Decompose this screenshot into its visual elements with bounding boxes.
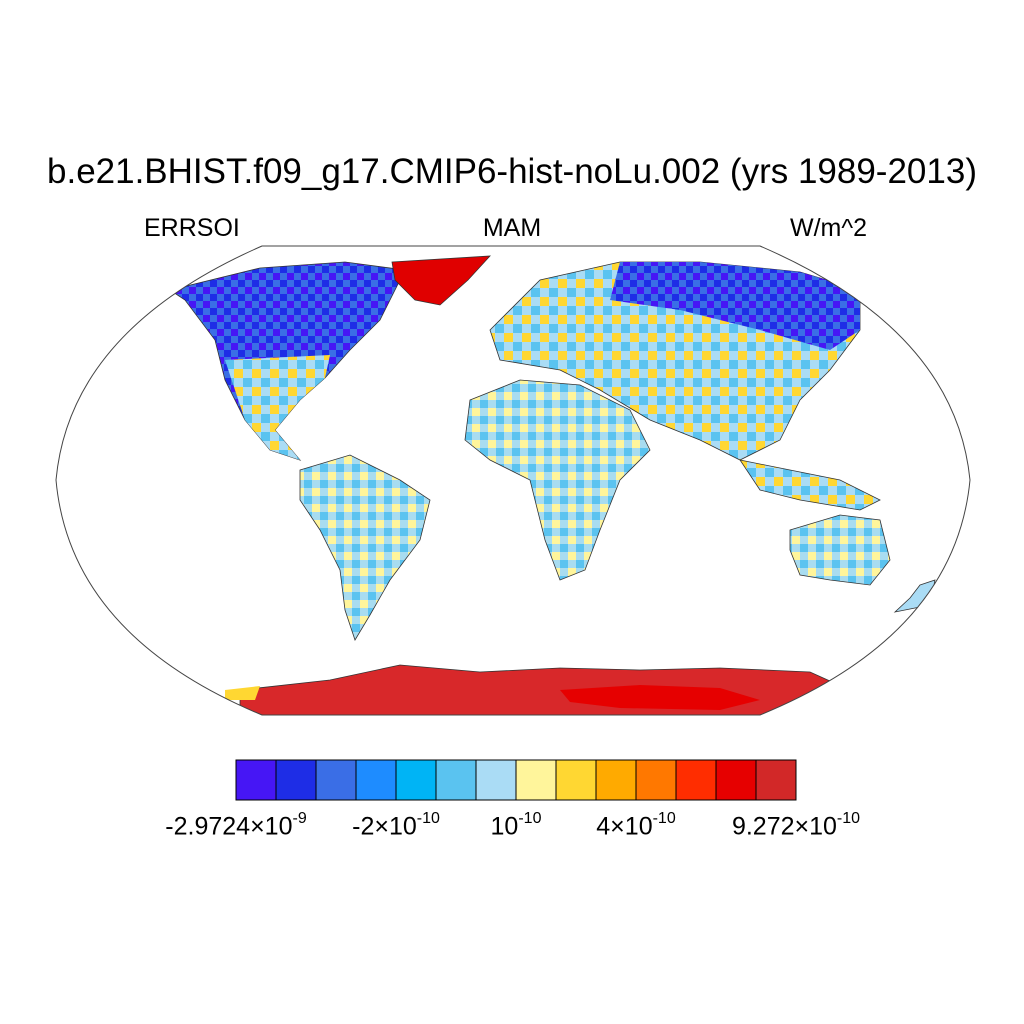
colorbar-box-13 xyxy=(755,759,797,801)
variable-name: ERRSOI xyxy=(144,214,240,242)
units-label: W/m^2 xyxy=(790,214,868,242)
colorbar-label-0: -2.9724×10-9 xyxy=(165,810,307,841)
plot-title: b.e21.BHIST.f09_g17.CMIP6-hist-noLu.002 … xyxy=(47,152,977,191)
colorbar-box-6 xyxy=(475,759,517,801)
southeast-asia xyxy=(739,459,881,511)
colorbar-label-4: 9.272×10-10 xyxy=(731,810,861,841)
colorbar-label-3: 4×10-10 xyxy=(596,810,676,841)
map-contents xyxy=(169,255,936,715)
map-outline xyxy=(55,245,971,716)
colorbar-box-2 xyxy=(315,759,357,801)
season-label: MAM xyxy=(482,214,542,242)
africa xyxy=(464,379,651,581)
colorbar-box-5 xyxy=(435,759,477,801)
colorbar-box-1 xyxy=(275,759,317,801)
colorbar-box-0 xyxy=(235,759,277,801)
colorbar-box-7 xyxy=(515,759,557,801)
south-america xyxy=(299,454,431,641)
colorbar-box-8 xyxy=(555,759,597,801)
greenland xyxy=(391,255,491,306)
colorbar-box-3 xyxy=(355,759,397,801)
colorbar-label-1: -2×10-10 xyxy=(352,810,440,841)
colorbar-box-10 xyxy=(635,759,677,801)
colorbar-box-9 xyxy=(595,759,637,801)
antarctica-interior xyxy=(560,685,760,710)
siberia xyxy=(610,262,860,350)
australia xyxy=(789,514,891,586)
antarctic-peninsula-edge xyxy=(225,686,260,700)
colorbar-box-12 xyxy=(715,759,757,801)
colorbar-box-4 xyxy=(395,759,437,801)
colorbar-label-2: 10-10 xyxy=(490,810,542,841)
north-america-south xyxy=(225,355,330,460)
colorbar-box-11 xyxy=(675,759,717,801)
